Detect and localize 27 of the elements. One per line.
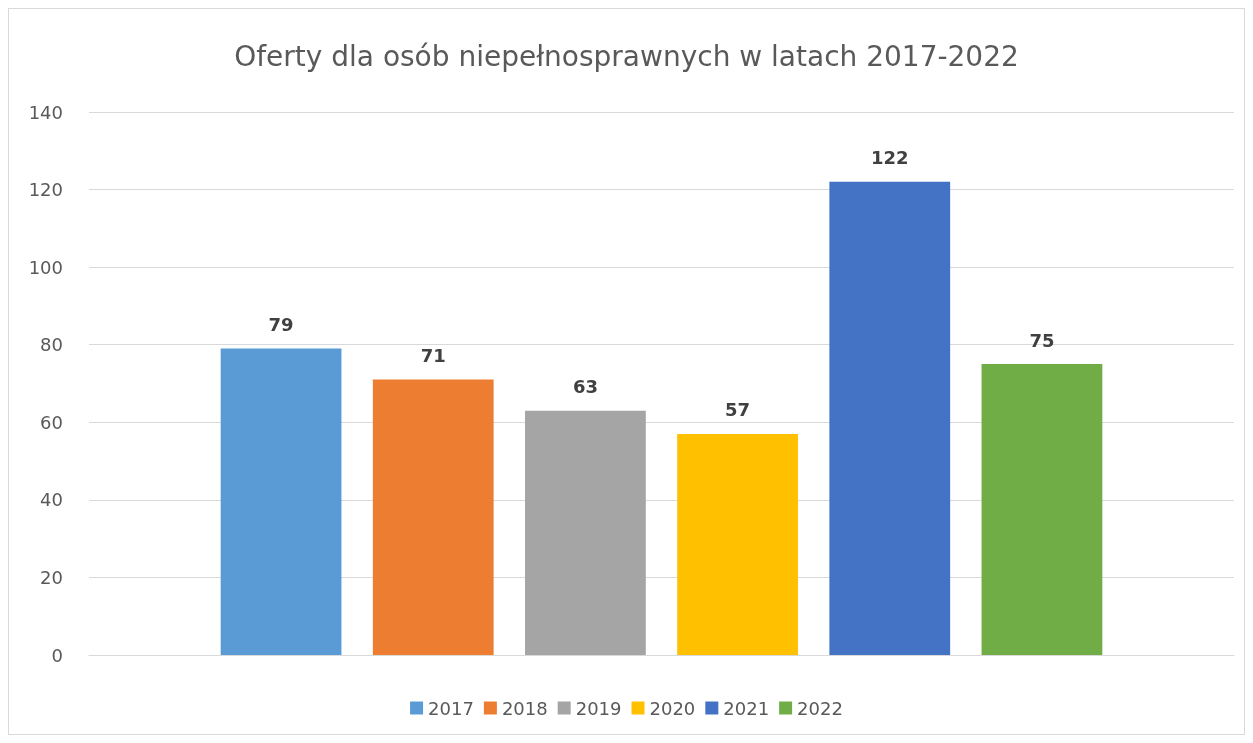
data-label: 63 [572, 376, 598, 398]
data-label: 79 [268, 314, 294, 336]
bar [981, 364, 1103, 655]
bar [525, 410, 646, 655]
bar [220, 348, 342, 655]
bar [677, 433, 798, 655]
data-label: 71 [420, 345, 446, 367]
legend-label: 2017 [428, 697, 474, 719]
legend-label: 2019 [575, 697, 622, 719]
data-label: 57 [725, 399, 751, 421]
legend-label: 2022 [797, 697, 843, 719]
y-tick-label: 40 [40, 489, 63, 511]
y-tick-label: 20 [40, 566, 63, 588]
legend-label: 2018 [501, 697, 548, 719]
chart-title: Oferty dla osób niepełnosprawnych w latach 2017-2022 [234, 39, 1019, 73]
data-label: 75 [1029, 329, 1055, 351]
bar [372, 379, 494, 655]
y-tick-label: 0 [51, 644, 63, 666]
bar [829, 181, 951, 655]
legend-label: 2020 [649, 697, 696, 719]
y-tick-label: 100 [28, 256, 63, 278]
data-label: 122 [870, 147, 909, 169]
y-tick-label: 60 [40, 411, 63, 433]
y-tick-label: 80 [40, 334, 63, 356]
y-tick-label: 140 [28, 101, 63, 123]
legend-label: 2021 [723, 697, 770, 719]
y-tick-label: 120 [28, 179, 63, 201]
